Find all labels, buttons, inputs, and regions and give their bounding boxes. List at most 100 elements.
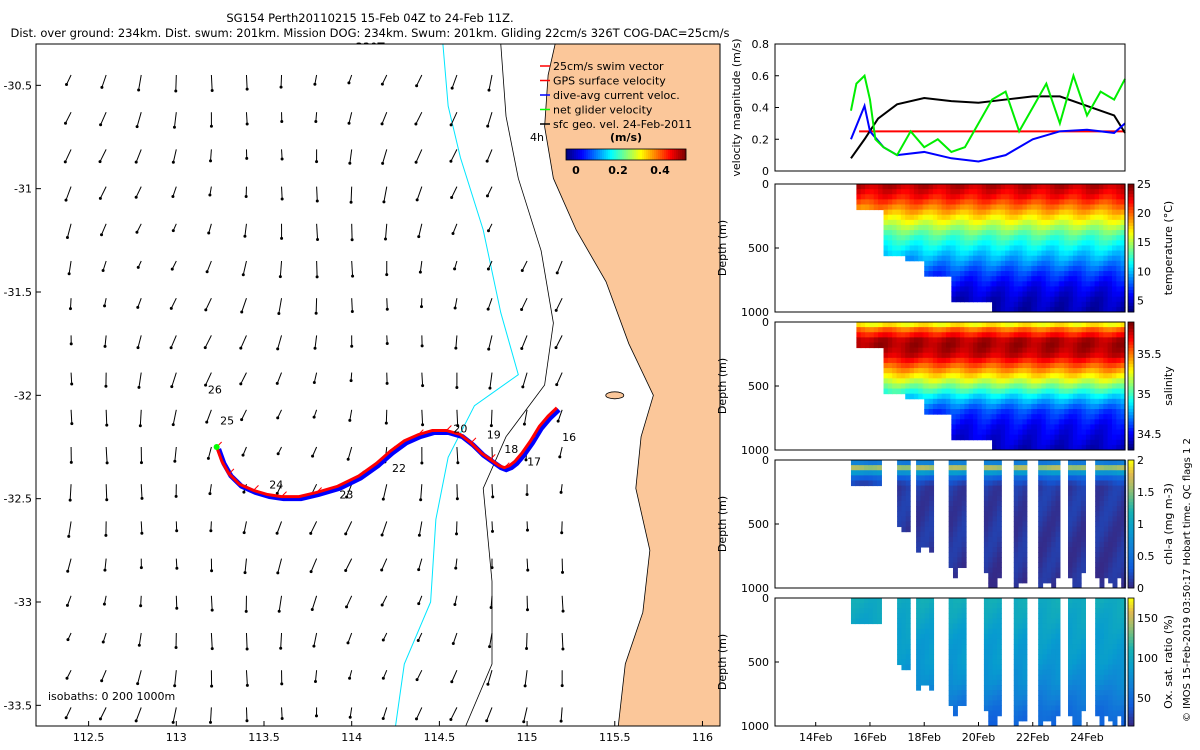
- salinity-cell: [1045, 383, 1051, 390]
- chla-cell: [992, 511, 998, 517]
- chla-cell: [1076, 490, 1082, 497]
- chla-cell: [916, 526, 922, 533]
- oxygen-cell: [957, 603, 963, 609]
- chla-cell: [929, 531, 935, 538]
- salinity-cell: [992, 378, 997, 384]
- salinity-cell: [941, 383, 947, 390]
- oxygen-cell: [855, 603, 861, 609]
- temperature-colorbar-cell: [1128, 193, 1134, 198]
- salinity-cell: [892, 357, 898, 364]
- chla-colorbar-cell: [1128, 463, 1134, 467]
- temperature-cell: [1009, 224, 1015, 231]
- temperature-colorbar-cell: [1128, 305, 1134, 310]
- chla-cell: [1038, 547, 1044, 553]
- salinity-cell: [1050, 398, 1056, 405]
- temperature-cell: [1068, 276, 1074, 282]
- temperature-cell: [1013, 240, 1019, 246]
- chla-cell: [877, 465, 882, 471]
- salinity-cell: [1059, 409, 1065, 415]
- temperature-cell: [951, 219, 957, 226]
- temperature-cell: [996, 235, 1002, 241]
- salinity-cell: [1018, 383, 1024, 390]
- chla-cell: [916, 541, 922, 548]
- temperature-cell: [968, 245, 974, 252]
- oxygen-cell: [901, 613, 907, 619]
- chla-cell: [996, 521, 1002, 528]
- temperature-cell: [1107, 250, 1113, 257]
- chla-cell: [1121, 541, 1127, 548]
- temperature-cell: [1045, 291, 1051, 298]
- temperature-cell: [896, 240, 902, 246]
- current-vector: [381, 74, 388, 85]
- chla-cell: [957, 460, 963, 466]
- map-colorbar-cell: [660, 149, 663, 160]
- temperature-cell: [964, 214, 970, 221]
- oxygen-cell: [905, 608, 911, 614]
- map-colorbar-cell: [606, 149, 609, 160]
- temperature-cell: [856, 194, 862, 200]
- temperature-cell: [960, 281, 965, 287]
- salinity-cell: [1081, 393, 1087, 400]
- oxygen-cell: [901, 638, 907, 645]
- temperature-cell: [992, 245, 997, 252]
- temperature-cell: [1094, 291, 1100, 298]
- chla-colorbar-cell: [1128, 514, 1134, 518]
- temperature-cell: [951, 245, 957, 252]
- salinity-cell: [1045, 444, 1051, 451]
- salinity-cell: [1081, 403, 1087, 410]
- vector-head: [209, 159, 213, 163]
- temperature-cell: [913, 219, 919, 226]
- oxygen-cell: [952, 603, 958, 609]
- temperature-cell: [960, 189, 965, 195]
- oxygen-cell: [1068, 690, 1073, 696]
- oxygen-cell: [901, 664, 907, 671]
- salinity-cell: [1022, 403, 1028, 410]
- salinity-cell: [1098, 409, 1104, 415]
- salinity-cell: [977, 403, 983, 410]
- temperature-cell: [1032, 219, 1038, 226]
- temperature-colorbar-cell: [1128, 248, 1134, 252]
- salinity-colorbar-cell: [1128, 440, 1134, 444]
- oxygen-cell: [1103, 679, 1109, 686]
- temperature-cell: [1064, 219, 1070, 226]
- salinity-cell: [1009, 419, 1015, 425]
- salinity-cell: [937, 409, 943, 415]
- chla-colorbar-cell: [1128, 460, 1134, 464]
- chla-cell: [1042, 552, 1048, 558]
- temperature-cell: [986, 219, 992, 226]
- salinity-cell: [918, 368, 924, 374]
- chla-cell: [1099, 521, 1105, 528]
- current-vector: [313, 372, 318, 383]
- temperature-cell: [1026, 250, 1032, 257]
- current-vector: [381, 558, 388, 571]
- temperature-cell: [960, 184, 965, 190]
- temperature-cell: [937, 214, 943, 221]
- vector-head: [242, 490, 246, 494]
- salinity-cell: [996, 357, 1002, 364]
- oxygen-cell: [948, 644, 954, 650]
- map-colorbar-cell: [632, 149, 635, 160]
- vector-head: [68, 307, 72, 311]
- salinity-cell: [1090, 342, 1096, 349]
- current-vector: [418, 558, 423, 570]
- salinity-cells: [856, 322, 1126, 451]
- temperature-cell: [909, 199, 915, 205]
- temperature-cell: [1068, 301, 1074, 308]
- temperature-cell: [1072, 286, 1078, 293]
- chla-cell: [905, 511, 911, 517]
- temperature-cell: [1111, 276, 1117, 282]
- map-colorbar-cell: [570, 149, 573, 160]
- salinity-cell: [986, 393, 992, 400]
- temperature-cell: [1050, 240, 1056, 246]
- salinity-cell: [900, 347, 906, 354]
- temperature-cell: [1094, 296, 1100, 303]
- salinity-cell: [1054, 337, 1060, 343]
- chla-cell: [1103, 475, 1109, 481]
- salinity-cell: [909, 352, 915, 359]
- chla-cell: [957, 552, 963, 558]
- salinity-cell: [1026, 357, 1032, 364]
- temperature-cell: [1022, 245, 1028, 252]
- salinity-cell: [913, 393, 919, 400]
